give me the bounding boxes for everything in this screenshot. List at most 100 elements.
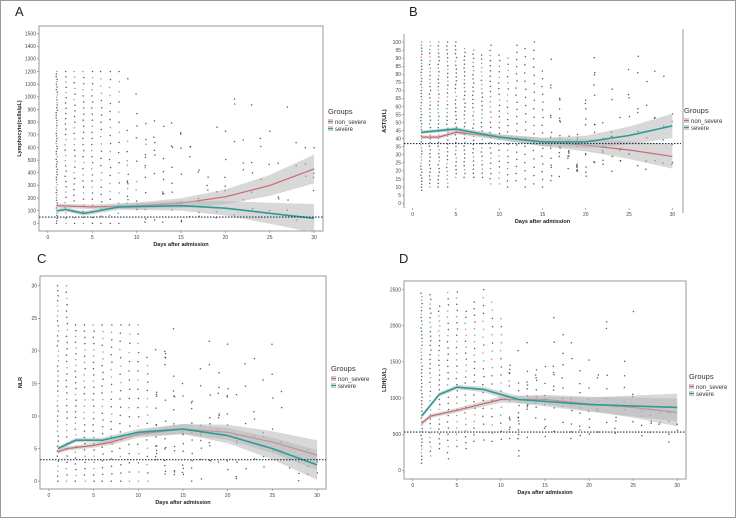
panel-b-scatter-point <box>438 156 440 159</box>
panel-b-scatter-point <box>489 70 492 72</box>
panel-d-scatter-point <box>535 379 538 382</box>
panel-b-scatter-point <box>481 75 483 77</box>
panel-c-scatter-point <box>84 336 86 339</box>
panel-a-scatter-point <box>100 150 103 152</box>
panel-b-scatter-point <box>515 58 518 61</box>
panel-a-scatter-point <box>144 153 147 156</box>
panel-d-scatter-point <box>509 368 511 371</box>
panel-c-scatter-point <box>66 461 68 464</box>
panel-a-scatter-point <box>56 119 58 122</box>
panel-d-scatter-point <box>456 420 458 423</box>
panel-b-scatter-point <box>550 157 552 159</box>
panel-a-scatter-point <box>82 192 85 194</box>
panel-b-scatter-point <box>463 157 466 159</box>
panel-c-scatter-point <box>119 406 122 408</box>
panel-d-scatter-point <box>578 425 581 428</box>
panel-a-scatter-point <box>74 121 76 123</box>
panel-b-scatter-point <box>454 83 457 86</box>
panel-b-scatter-point <box>472 115 474 117</box>
panel-d-scatter-point <box>446 291 449 294</box>
panel-b-scatter-point <box>463 168 466 171</box>
panel-d-scatter-point <box>455 303 458 305</box>
panel-d-scatter-point <box>508 428 511 431</box>
panel-d-scatter-point <box>455 297 458 299</box>
panel-b-y-tick-label: 65 <box>395 96 401 102</box>
panel-b-scatter-point <box>437 126 440 129</box>
panel-b-scatter-point <box>463 114 466 116</box>
panel-d-scatter-point <box>447 322 449 325</box>
panel-c-scatter-point <box>191 422 193 424</box>
panel-a-scatter-point <box>65 76 67 78</box>
panel-b-scatter-point <box>420 89 422 92</box>
panel-b-scatter-point <box>429 97 431 99</box>
panel-b-scatter-point <box>541 78 544 80</box>
panel-a-scatter-point <box>73 98 75 101</box>
panel-b-scatter-point <box>654 116 656 119</box>
panel-d-scatter-point <box>446 451 449 454</box>
panel-a-scatter-point <box>64 212 67 214</box>
panel-a-scatter-point <box>153 136 155 138</box>
panel-b-scatter-point <box>428 182 431 185</box>
panel-c-scatter-point <box>74 324 77 326</box>
panel-d-scatter-point <box>438 349 440 352</box>
panel-d-scatter-point <box>650 422 652 424</box>
panel-a-scatter-point <box>82 167 84 170</box>
panel-b-scatter-point <box>421 150 423 152</box>
panel-d-scatter-point <box>570 423 573 425</box>
panel-d-scatter-point <box>438 379 441 381</box>
panel-c-scatter-point <box>200 478 203 480</box>
panel-b-scatter-point <box>498 54 500 56</box>
panel-a-scatter-point <box>250 104 253 106</box>
panel-a-scatter-point <box>135 93 137 95</box>
panel-d-scatter-point <box>518 449 520 452</box>
panel-b-scatter-point <box>437 63 439 66</box>
panel-a-scatter-point <box>91 119 94 121</box>
panel-d-scatter-point <box>623 386 626 389</box>
panel-d-scatter-point <box>473 420 476 423</box>
panel-b-scatter-point <box>637 107 639 110</box>
panel-c-scatter-point <box>74 451 77 453</box>
panel-d-scatter-point <box>420 313 422 315</box>
panel-c-scatter-point <box>137 388 139 390</box>
panel-b-scatter-point <box>446 53 449 55</box>
panel-b-scatter-point <box>619 116 621 119</box>
panel-d-scatter-point <box>420 455 423 457</box>
panel-b-scatter-point <box>481 104 483 107</box>
panel-b-scatter-point <box>446 72 449 75</box>
panel-c-x-tick-label: 15 <box>180 493 186 499</box>
panel-b-scatter-point <box>489 100 491 103</box>
panel-b-scatter-point <box>585 175 588 177</box>
panel-b-scatter-point <box>507 57 509 59</box>
panel-c-scatter-point <box>93 455 95 457</box>
panel-c-scatter-point <box>111 324 113 326</box>
panel-d-scatter-point <box>430 312 432 314</box>
panel-a-scatter-point <box>73 76 76 78</box>
panel-d-scatter-point <box>421 410 423 412</box>
panel-a-x-tick-label: 0 <box>46 235 49 241</box>
panel-d-scatter-point <box>544 382 546 385</box>
panel-b-scatter-point <box>437 178 439 181</box>
panel-c-scatter-point <box>218 372 220 374</box>
panel-b-scatter-point <box>429 149 431 151</box>
panel-b-scatter-point <box>464 90 466 93</box>
panel-a-scatter-point <box>64 149 66 151</box>
panel-a-y-tick-label: 200 <box>28 196 37 202</box>
panel-c-scatter-point <box>137 370 139 372</box>
panel-b-scatter-point <box>437 145 439 147</box>
panel-d-scatter-point <box>579 429 581 431</box>
panel-d-scatter-point <box>588 426 591 429</box>
panel-b-scatter-point <box>532 108 535 110</box>
panel-c-scatter-point <box>172 327 175 330</box>
panel-c-scatter-point <box>164 363 166 366</box>
panel-c-x-tick-label: 10 <box>136 493 142 499</box>
panel-a-scatter-point <box>55 176 58 178</box>
panel-c-scatter-point <box>65 379 67 382</box>
panel-d-scatter-point <box>421 396 423 399</box>
panel-a-scatter-point <box>91 174 94 176</box>
panel-c-scatter-point <box>217 461 220 463</box>
panel-d-scatter-point <box>429 422 431 425</box>
panel-b-scatter-point <box>515 87 517 89</box>
panel-c-scatter-point <box>208 363 211 366</box>
panel-b-scatter-point <box>489 157 492 159</box>
panel-b-scatter-point <box>524 96 527 99</box>
